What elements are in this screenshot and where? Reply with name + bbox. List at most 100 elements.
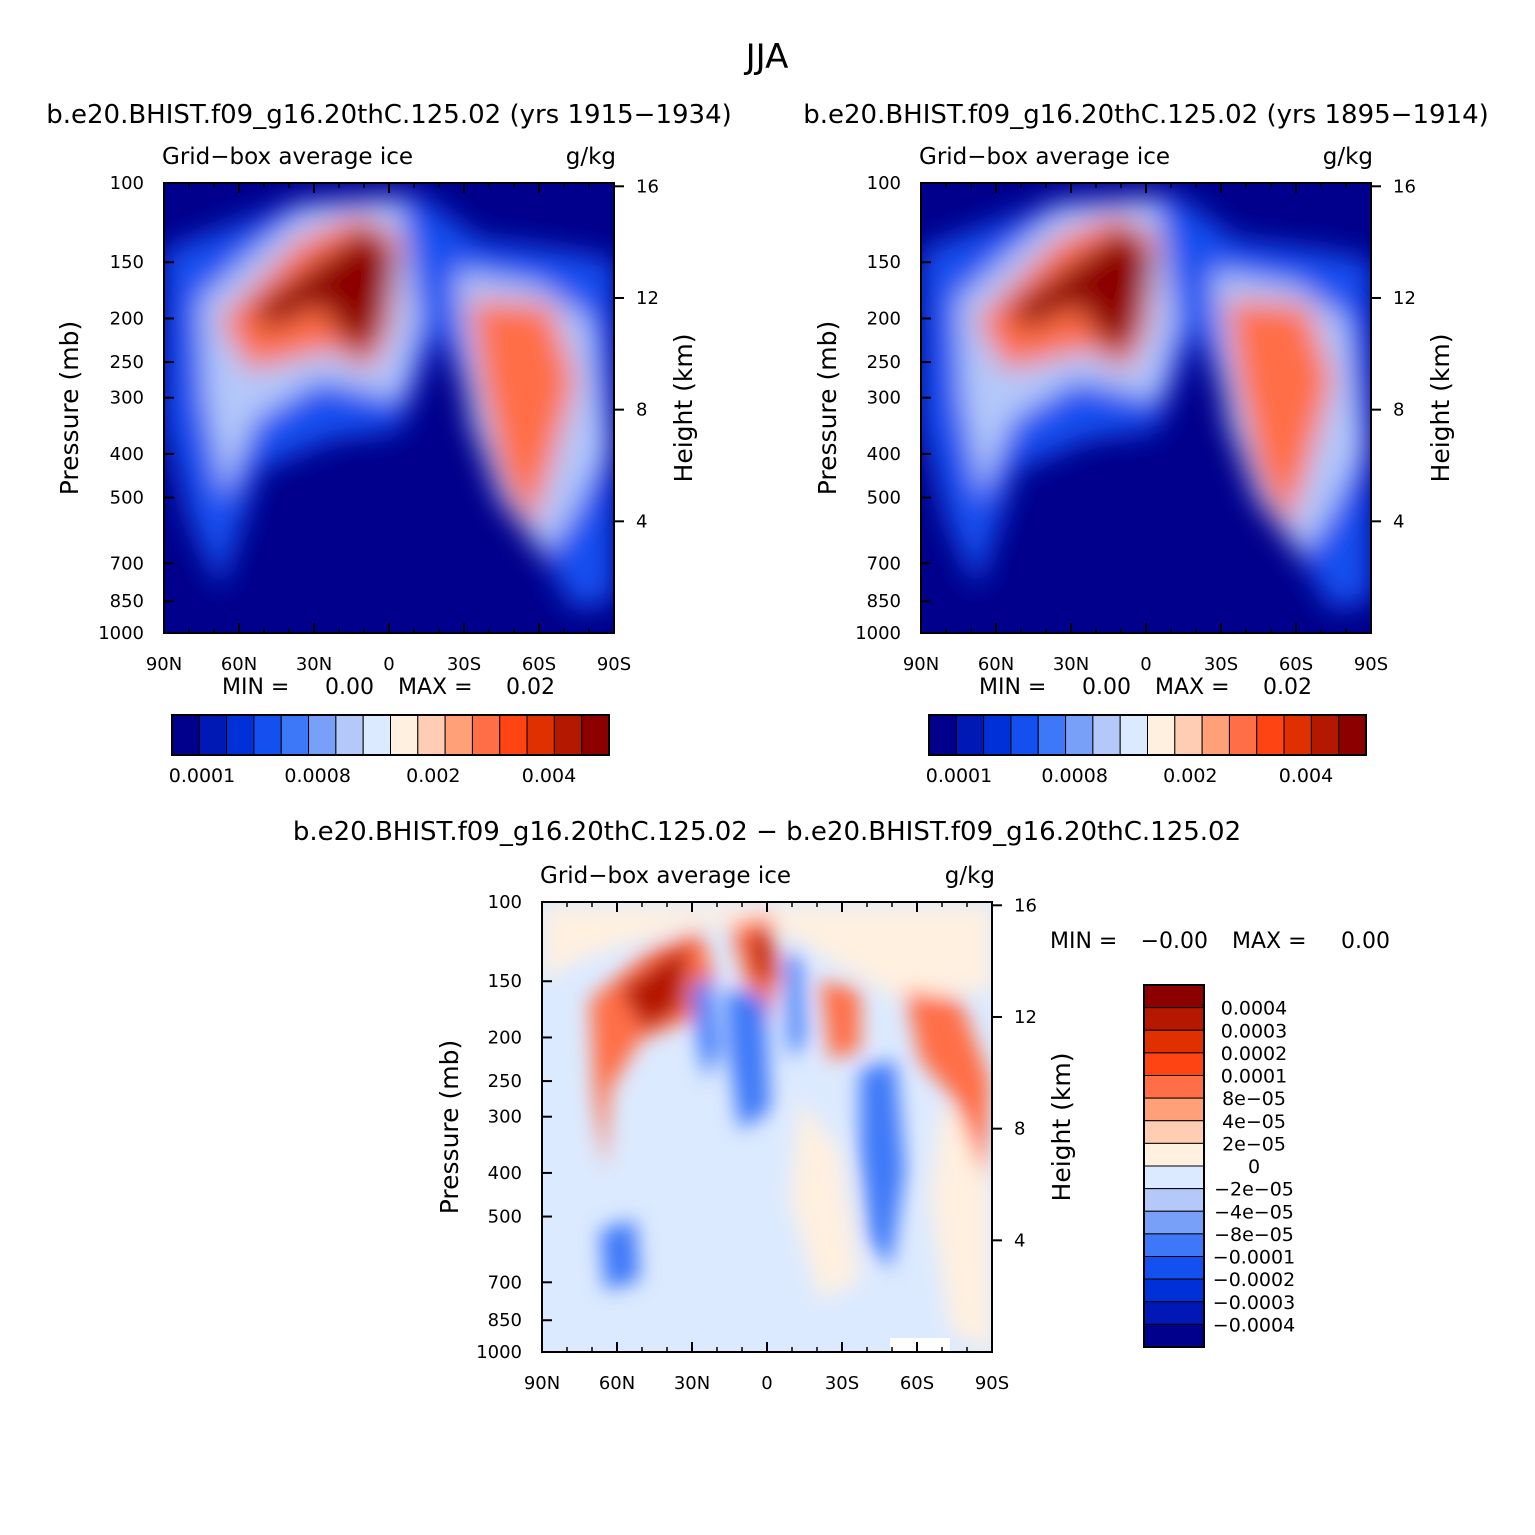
y-tick-label: 850 [867, 591, 901, 612]
colorbar-swatch [1143, 1142, 1205, 1167]
colorbar-label: −4e−05 [1214, 1201, 1294, 1223]
colorbar-swatch [1143, 1165, 1205, 1190]
y-tick-label: 1000 [855, 623, 901, 644]
colorbar-label: 0.0008 [284, 765, 350, 787]
height-tick-label: 16 [1014, 895, 1037, 916]
y-tick-label: 400 [867, 444, 901, 465]
y-tick-label: 850 [110, 591, 144, 612]
colorbar-label: 0.0002 [1221, 1043, 1287, 1065]
y-tick-label: 200 [488, 1027, 522, 1048]
colorbar-swatch [1143, 984, 1205, 1009]
colorbar-swatch [362, 714, 391, 756]
figure-title: JJA [744, 37, 789, 77]
colorbar-label: 0.002 [1163, 765, 1217, 787]
colorbar-swatch [526, 714, 555, 756]
height-tick-label: 16 [1393, 176, 1416, 197]
x-tick-label: 0 [383, 654, 394, 675]
x-tick-label: 60N [978, 654, 1014, 675]
colorbar-label: −0.0003 [1213, 1292, 1295, 1314]
y-tick-label: 1000 [476, 1342, 522, 1363]
colorbar-swatch [1143, 1007, 1205, 1031]
y-tick-label: 100 [488, 892, 522, 913]
height-tick-label: 4 [636, 511, 647, 532]
x-tick-label: 90N [146, 654, 182, 675]
axes: 90N 60N 30N 0 30S 60S 90S 100 150 200 250 300 400 500… [476, 892, 1037, 1394]
max-value: 0.02 [1263, 675, 1312, 700]
y-tick-label: 400 [488, 1163, 522, 1184]
panel-top-right: b.e20.BHIST.f09_g16.20thC.125.02 (yrs 18… [803, 100, 1489, 787]
min-value: −0.00 [1141, 929, 1208, 954]
diff-positive-strong [620, 930, 772, 1030]
colorbar-swatch [280, 714, 310, 756]
colorbar-swatch [955, 714, 985, 756]
min-label: MIN = [979, 675, 1046, 700]
x-tick-label: 60N [221, 654, 257, 675]
y-tick-label: 400 [110, 444, 144, 465]
panel-top-left: b.e20.BHIST.f09_g16.20thC.125.02 (yrs 19… [46, 100, 732, 787]
colorbar-frame [928, 714, 1367, 756]
colorbar-swatch [1310, 714, 1340, 756]
colorbar-swatch [1119, 714, 1148, 756]
y-tick-label: 700 [488, 1272, 522, 1293]
y-tick-label: 150 [110, 252, 144, 273]
panel-title: b.e20.BHIST.f09_g16.20thC.125.02 (yrs 18… [803, 100, 1489, 130]
ice-band-peak [250, 225, 395, 360]
colorbar-swatch [1092, 714, 1121, 756]
colorbar-swatch [1143, 1210, 1205, 1235]
x-tick-label: 0 [761, 1373, 772, 1394]
colorbar-swatch [1143, 1256, 1205, 1280]
colorbar-swatch [1283, 714, 1312, 756]
x-tick-label: 90S [975, 1373, 1009, 1394]
height-tick-label: 16 [636, 176, 659, 197]
y-axis-title: Pressure (mb) [435, 1040, 464, 1214]
x-tick-label: 90N [524, 1373, 560, 1394]
y-tick-label: 850 [488, 1310, 522, 1331]
plot-area [921, 183, 1371, 633]
x-tick-label: 30S [825, 1373, 859, 1394]
y-tick-label: 300 [867, 388, 901, 409]
colorbar-swatch [1143, 1323, 1205, 1348]
colorbar-label: −0.0004 [1213, 1314, 1295, 1336]
height-tick-label: 4 [1393, 511, 1404, 532]
x-tick-label: 60N [599, 1373, 635, 1394]
colorbar-label: 0.0001 [169, 765, 235, 787]
y2-axis-title: Height (km) [1426, 334, 1455, 483]
y-tick-label: 250 [488, 1071, 522, 1092]
colorbar-swatch [581, 714, 610, 756]
colorbar: 0.0001 0.0008 0.002 0.004 [169, 714, 610, 787]
variable-name: Grid−box average ice [540, 863, 791, 889]
colorbar-label: 0.002 [406, 765, 460, 787]
colorbar-swatch [1010, 714, 1039, 756]
colorbar-swatch [1228, 714, 1258, 756]
colorbar-swatch [1256, 714, 1285, 756]
x-tick-label: 60S [1279, 654, 1313, 675]
colorbar-swatch [226, 714, 255, 756]
colorbar-swatch [1174, 714, 1203, 756]
colorbar-swatch [1143, 1052, 1205, 1076]
colorbar-swatch [417, 714, 446, 756]
colorbar-label: 2e−05 [1222, 1133, 1286, 1155]
colorbar-swatch [471, 714, 501, 756]
ice-band-peak [1007, 225, 1152, 360]
colorbar-swatch [1338, 714, 1367, 756]
y-tick-label: 1000 [98, 623, 144, 644]
max-value: 0.02 [506, 675, 555, 700]
colorbar-swatch [171, 714, 200, 756]
diff-negative-mid [600, 950, 905, 1290]
colorbar-swatch [1143, 1075, 1205, 1099]
colorbar-swatch [499, 714, 528, 756]
colorbar-swatch [983, 714, 1012, 756]
colorbar-label: −0.0002 [1213, 1269, 1295, 1291]
x-tick-label: 30N [674, 1373, 710, 1394]
colorbar-swatch [1143, 1278, 1205, 1303]
y-tick-label: 300 [488, 1107, 522, 1128]
colorbar-label: 0.004 [1279, 765, 1333, 787]
height-tick-label: 4 [1014, 1230, 1025, 1251]
colorbar-label: −8e−05 [1214, 1224, 1294, 1246]
y-tick-label: 150 [867, 252, 901, 273]
y-tick-label: 500 [488, 1207, 522, 1228]
height-tick-label: 8 [1014, 1119, 1025, 1140]
colorbar-label: 0.004 [522, 765, 576, 787]
colorbar-swatch [1065, 714, 1094, 756]
colorbar-frame [1143, 984, 1205, 1348]
